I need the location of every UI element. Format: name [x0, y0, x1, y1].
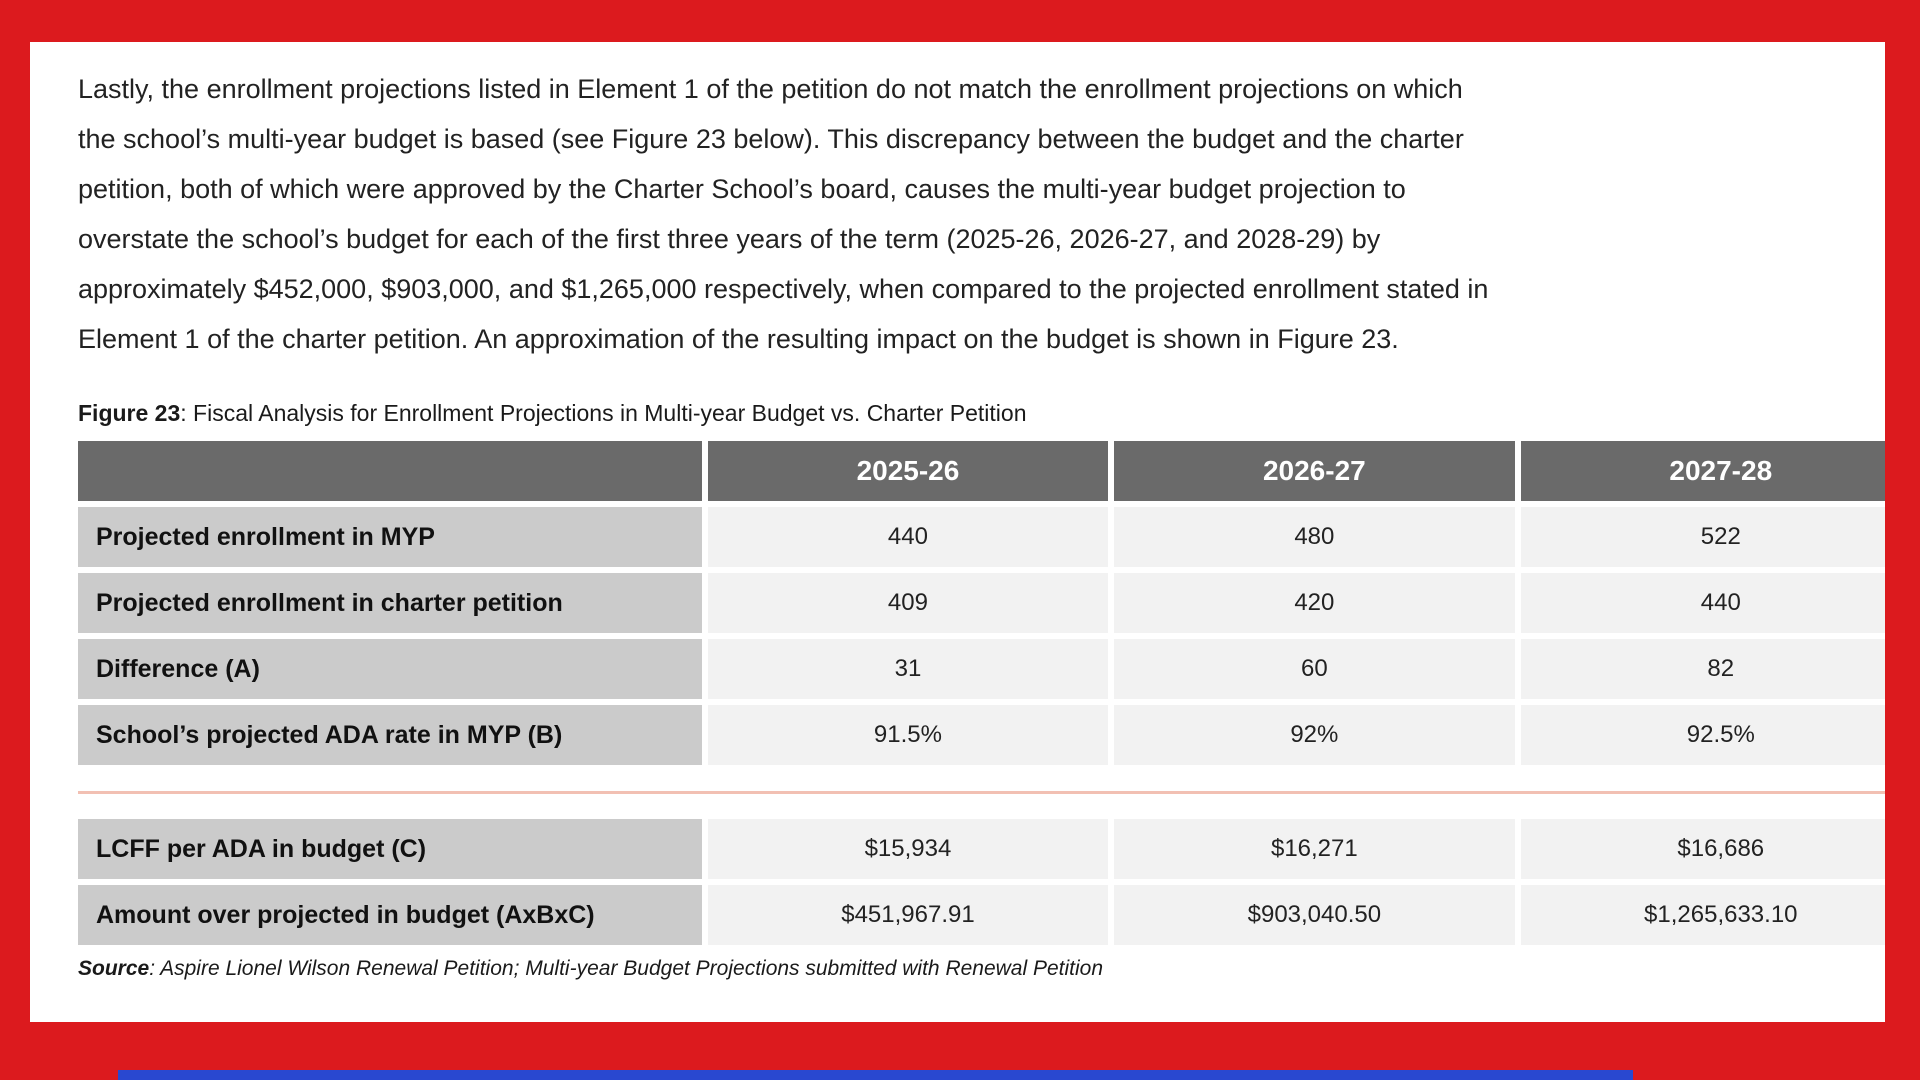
value-cell: 522: [1520, 507, 1885, 567]
row-label-cell: Difference (A): [78, 639, 702, 699]
source-label: Source: [78, 957, 150, 980]
value-cell: 60: [1114, 639, 1515, 699]
value-cell: 92%: [1114, 705, 1515, 765]
table-spacer-row: [78, 771, 1885, 813]
table-header-row: 2025-26 2026-27 2027-28: [78, 441, 1885, 501]
value-cell: $451,967.91: [707, 885, 1109, 945]
source-note: Source: Aspire Lionel Wilson Renewal Pet…: [78, 957, 1885, 981]
document-page: Lastly, the enrollment projections liste…: [30, 42, 1885, 1022]
value-cell: $15,934: [707, 819, 1109, 879]
bottom-blue-strip: [118, 1070, 1633, 1080]
value-cell: 92.5%: [1520, 705, 1885, 765]
figure-caption: Figure 23: Fiscal Analysis for Enrollmen…: [78, 400, 1885, 427]
column-header-2027-28: 2027-28: [1520, 441, 1885, 501]
paragraph-line: overstate the school’s budget for each o…: [78, 224, 1381, 254]
table-row: LCFF per ADA in budget (C) $15,934 $16,2…: [78, 819, 1885, 879]
row-label-cell: Projected enrollment in MYP: [78, 507, 702, 567]
value-cell: $1,265,633.10: [1520, 885, 1885, 945]
value-cell: 420: [1114, 573, 1515, 633]
fiscal-analysis-table: 2025-26 2026-27 2027-28 Projected enroll…: [72, 435, 1885, 951]
row-label-cell: School’s projected ADA rate in MYP (B): [78, 705, 702, 765]
row-label-cell: Projected enrollment in charter petition: [78, 573, 702, 633]
value-cell: 409: [707, 573, 1109, 633]
table-row: Projected enrollment in charter petition…: [78, 573, 1885, 633]
value-cell: 31: [707, 639, 1109, 699]
spacer-cell: [78, 771, 1885, 813]
paragraph-line: Element 1 of the charter petition. An ap…: [78, 324, 1399, 354]
section-divider-line: [78, 790, 1885, 794]
paragraph-line: approximately $452,000, $903,000, and $1…: [78, 274, 1489, 304]
table-row: Difference (A) 31 60 82: [78, 639, 1885, 699]
value-cell: 440: [1520, 573, 1885, 633]
column-header-2026-27: 2026-27: [1114, 441, 1515, 501]
table-row: Amount over projected in budget (AxBxC) …: [78, 885, 1885, 945]
row-label-cell: Amount over projected in budget (AxBxC): [78, 885, 702, 945]
corner-header-cell: [78, 441, 702, 501]
row-label-cell: LCFF per ADA in budget (C): [78, 819, 702, 879]
source-text: : Aspire Lionel Wilson Renewal Petition;…: [149, 957, 1104, 980]
value-cell: 480: [1114, 507, 1515, 567]
value-cell: $16,271: [1114, 819, 1515, 879]
paragraph-line: petition, both of which were approved by…: [78, 174, 1406, 204]
column-header-2025-26: 2025-26: [707, 441, 1109, 501]
body-paragraph: Lastly, the enrollment projections liste…: [78, 64, 1885, 364]
paragraph-line: the school’s multi-year budget is based …: [78, 124, 1464, 154]
figure-number: Figure 23: [78, 400, 181, 426]
value-cell: 440: [707, 507, 1109, 567]
value-cell: $903,040.50: [1114, 885, 1515, 945]
table-row: School’s projected ADA rate in MYP (B) 9…: [78, 705, 1885, 765]
value-cell: 82: [1520, 639, 1885, 699]
value-cell: $16,686: [1520, 819, 1885, 879]
figure-caption-text: : Fiscal Analysis for Enrollment Project…: [180, 400, 1027, 426]
value-cell: 91.5%: [707, 705, 1109, 765]
table-row: Projected enrollment in MYP 440 480 522: [78, 507, 1885, 567]
paragraph-line: Lastly, the enrollment projections liste…: [78, 74, 1463, 104]
